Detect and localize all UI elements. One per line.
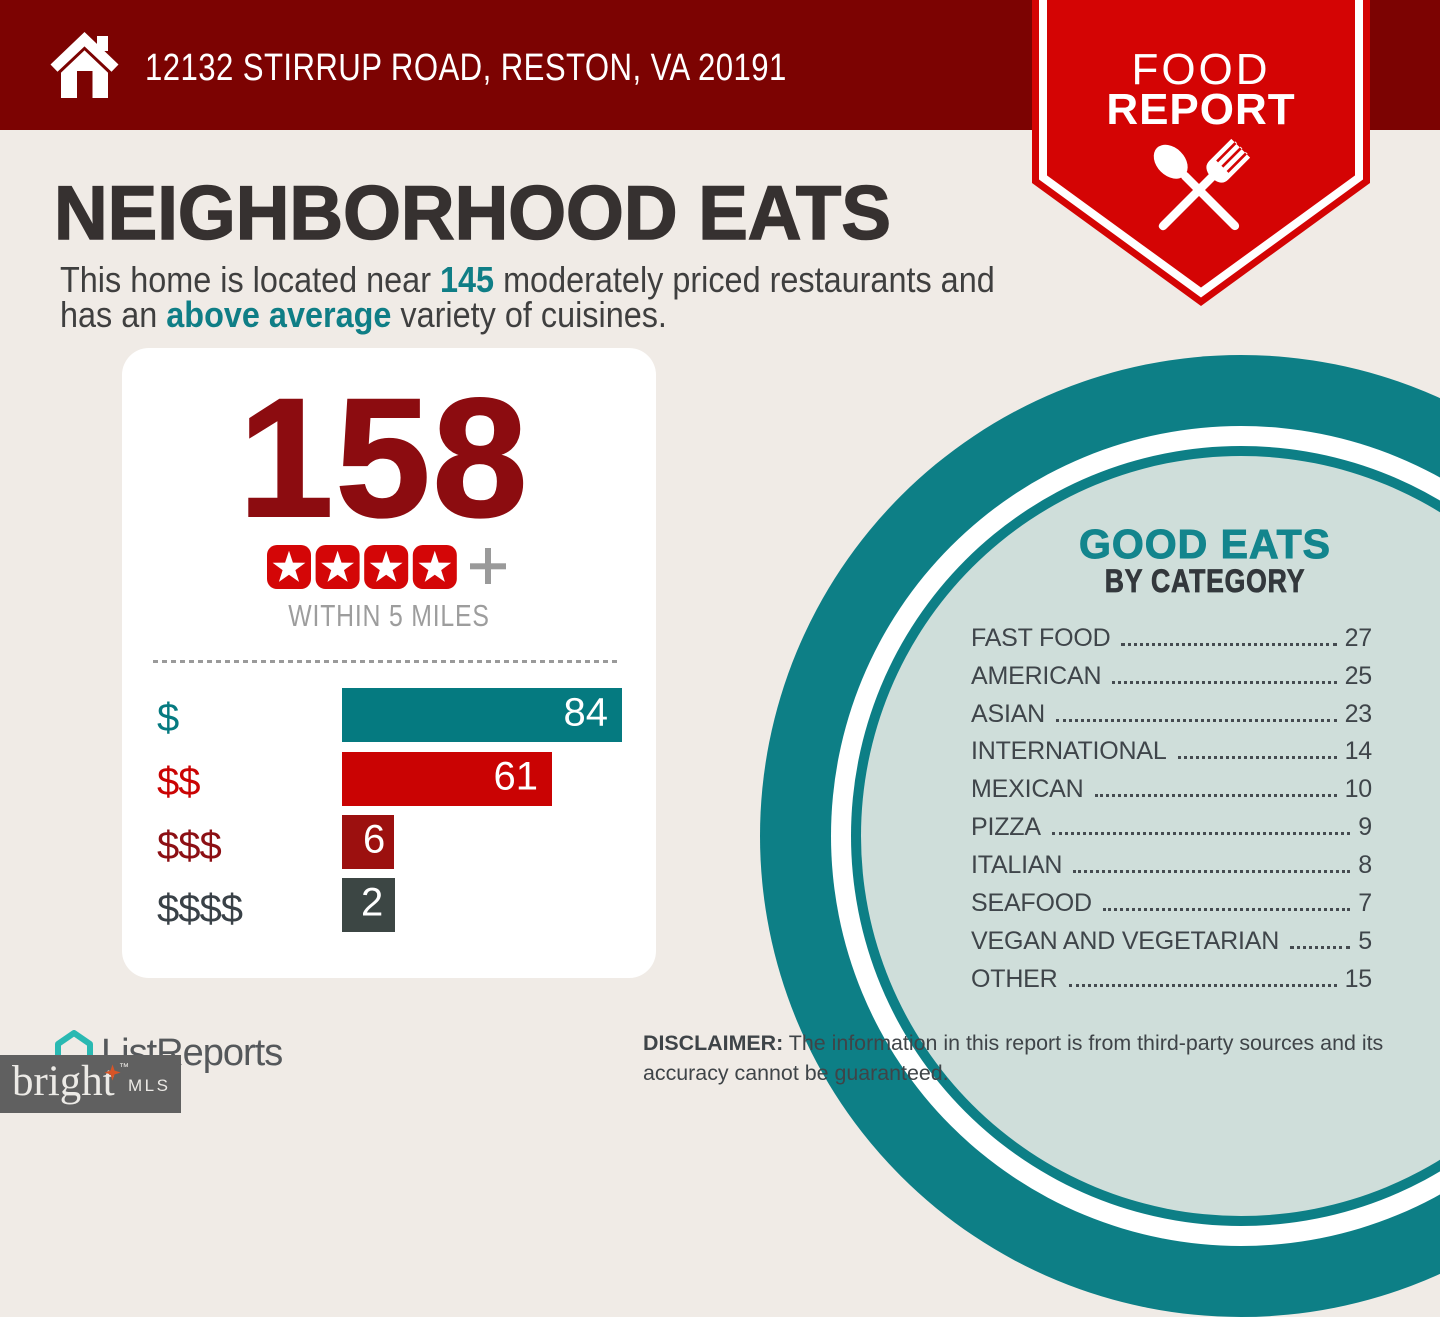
svg-text:REPORT: REPORT [1106, 85, 1295, 134]
svg-text:FOOD: FOOD [1131, 45, 1270, 94]
